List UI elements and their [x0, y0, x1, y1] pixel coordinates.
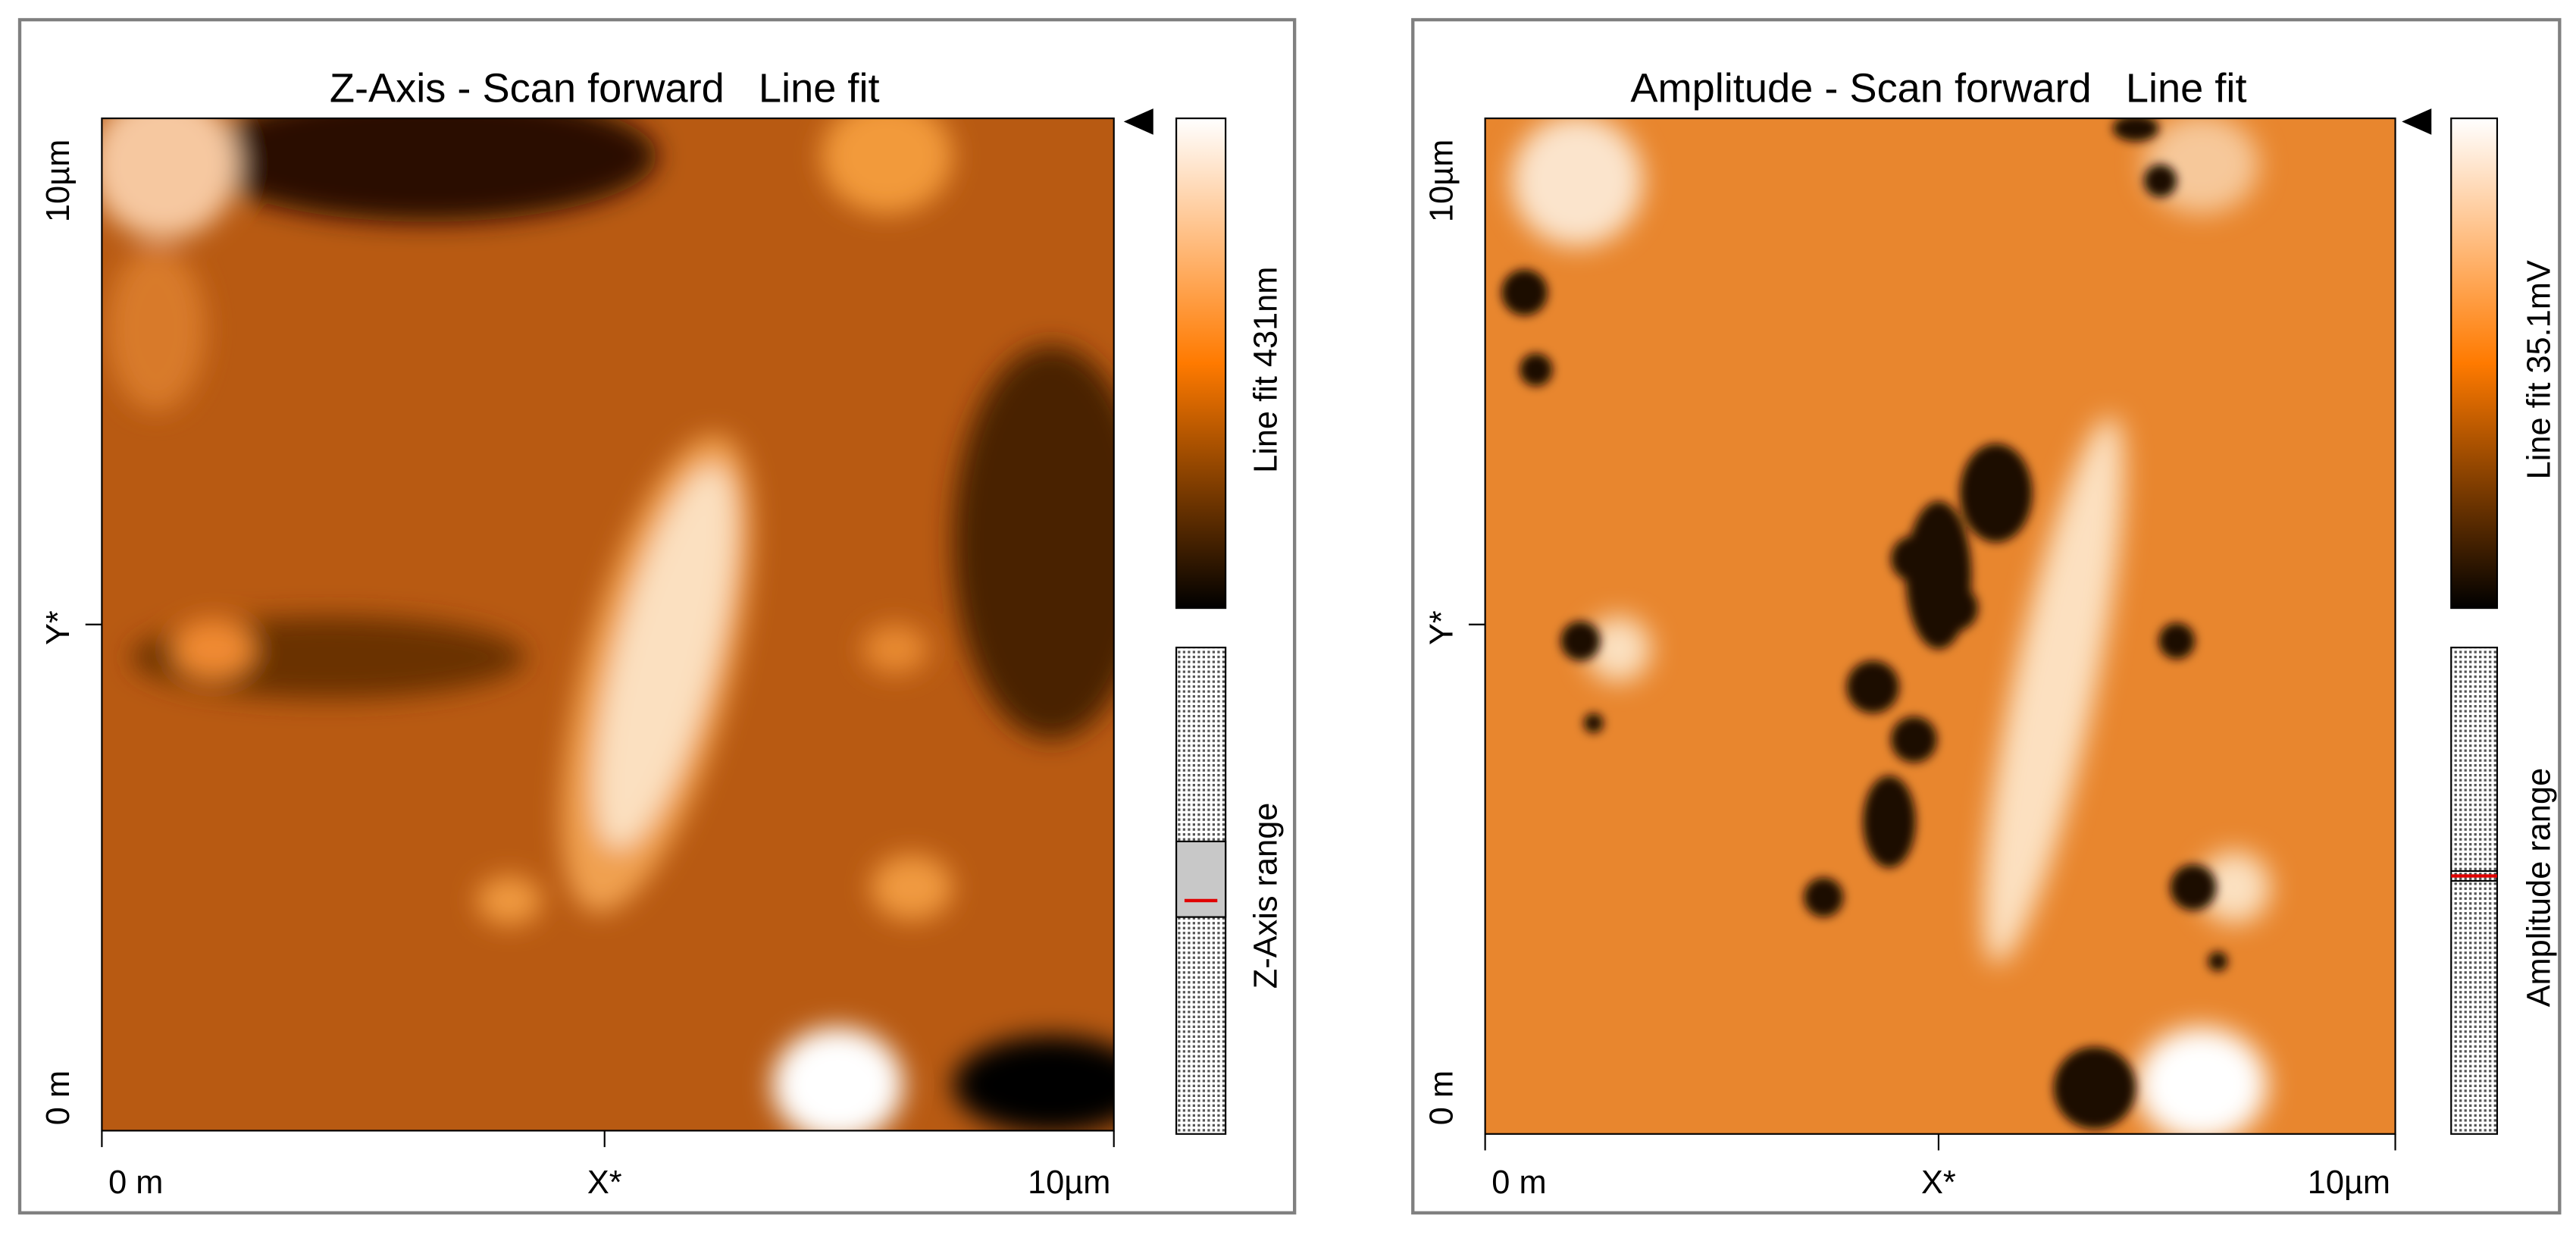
x-axis-label: 0 m — [108, 1164, 163, 1201]
y-axis-label: 10µm — [1423, 139, 1460, 222]
panel-z-axis: Z-Axis - Scan forward Line fit — [17, 17, 1297, 1214]
marker — [1123, 108, 1153, 135]
marker — [2402, 108, 2432, 135]
x-axis-label: X* — [1921, 1164, 1956, 1201]
y-axis-label: 0 m — [1423, 1070, 1460, 1125]
panel-title: Z-Axis - Scan forward Line fit — [330, 65, 880, 111]
x-axis-label: 10µm — [1028, 1164, 1110, 1201]
panel-amplitude: Amplitude - Scan forward Line fit — [1411, 17, 2562, 1214]
range-bar — [2450, 647, 2499, 1135]
z-image — [102, 118, 1114, 1131]
colorbar — [1175, 118, 1227, 610]
colorbar — [2450, 118, 2499, 610]
range-label: Amplitude range — [2521, 768, 2557, 1008]
panel-title: Amplitude - Scan forward Line fit — [1630, 65, 2246, 111]
colorbar-label: Line fit 431nm — [1247, 267, 1284, 473]
y-axis-label: Y* — [40, 610, 77, 645]
y-axis-label: Y* — [1423, 610, 1460, 645]
colorbar-label: Line fit 35.1mV — [2521, 260, 2557, 479]
amplitude-image — [1485, 118, 2396, 1134]
range-label: Z-Axis range — [1247, 803, 1284, 989]
x-axis-label: 0 m — [1491, 1164, 1546, 1201]
x-axis-label: X* — [587, 1164, 622, 1201]
range-window — [1175, 840, 1227, 918]
y-axis-label: 10µm — [40, 139, 77, 222]
x-axis-label: 10µm — [2308, 1164, 2390, 1201]
y-axis-label: 0 m — [40, 1070, 77, 1125]
